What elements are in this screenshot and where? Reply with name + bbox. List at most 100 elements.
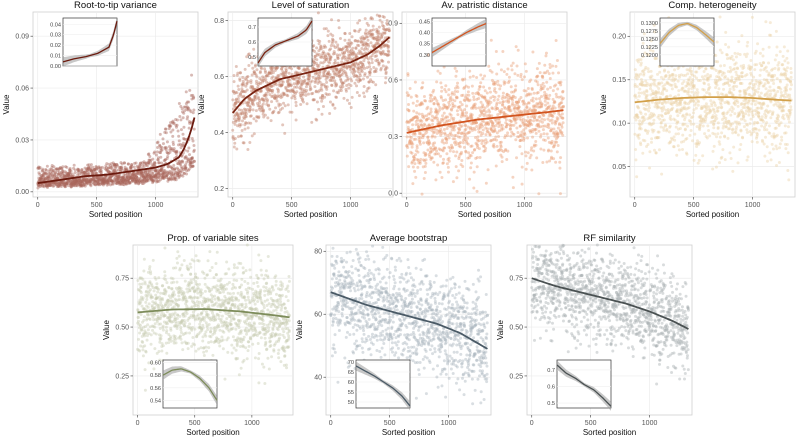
panel-title: Av. patristic distance: [441, 0, 527, 11]
data-point: [557, 71, 561, 75]
data-point: [358, 28, 362, 32]
y-tick-label: 0.3: [388, 134, 398, 141]
data-point: [716, 126, 720, 130]
data-point: [331, 38, 335, 42]
data-point: [375, 54, 379, 58]
data-point: [362, 85, 366, 89]
data-point: [734, 70, 738, 74]
data-point: [663, 68, 667, 72]
data-point: [517, 105, 521, 109]
data-point: [507, 75, 511, 79]
data-point: [147, 152, 151, 156]
data-point: [500, 107, 504, 111]
data-point: [248, 108, 252, 112]
data-point: [554, 83, 558, 87]
data-point: [735, 84, 739, 88]
data-point: [239, 123, 243, 127]
data-point: [151, 157, 155, 161]
data-point: [715, 83, 719, 87]
data-point: [501, 49, 505, 53]
data-point: [440, 85, 444, 89]
data-point: [258, 70, 262, 74]
data-point: [50, 166, 54, 170]
data-point: [558, 160, 562, 164]
data-point: [237, 88, 241, 92]
data-point: [686, 124, 690, 128]
data-point: [526, 136, 529, 140]
data-point: [724, 30, 728, 34]
data-point: [318, 39, 322, 43]
data-point: [462, 145, 466, 149]
data-point: [542, 113, 546, 117]
data-point: [353, 81, 357, 85]
data-point: [634, 158, 638, 162]
data-point: [485, 140, 489, 144]
data-point: [645, 93, 649, 97]
data-point: [520, 165, 524, 169]
data-point: [697, 100, 701, 104]
data-point: [338, 36, 342, 40]
data-point: [514, 45, 518, 49]
data-point: [438, 170, 442, 174]
data-point: [554, 160, 558, 164]
data-point: [691, 111, 695, 115]
data-point: [694, 153, 698, 157]
data-point: [346, 76, 350, 80]
data-point: [271, 75, 275, 79]
data-point: [515, 64, 519, 68]
data-point: [427, 117, 431, 121]
data-point: [750, 140, 754, 144]
data-point: [548, 76, 552, 80]
data-point: [50, 163, 54, 167]
data-point: [466, 90, 470, 94]
data-point: [524, 167, 528, 171]
data-point: [363, 66, 367, 70]
data-point: [551, 71, 555, 75]
data-point: [315, 118, 319, 122]
data-point: [527, 101, 531, 105]
data-point: [47, 175, 51, 179]
data-point: [499, 68, 503, 72]
data-point: [498, 87, 502, 91]
data-point: [192, 127, 196, 131]
data-point: [55, 183, 59, 187]
data-point: [299, 103, 303, 107]
data-point: [50, 173, 54, 177]
data-point: [677, 132, 681, 136]
data-point: [484, 181, 488, 185]
data-point: [36, 166, 40, 170]
data-point: [647, 70, 651, 74]
data-point: [664, 74, 668, 78]
data-point: [509, 85, 513, 89]
data-point: [703, 132, 707, 136]
data-point: [412, 109, 416, 113]
data-point: [344, 89, 348, 93]
x-tick-label: 0: [231, 202, 235, 209]
data-point: [409, 95, 413, 99]
data-point: [38, 165, 42, 169]
data-point: [540, 102, 544, 106]
data-point: [61, 170, 65, 173]
data-point: [49, 181, 53, 185]
data-point: [238, 115, 242, 119]
data-point: [274, 83, 278, 87]
data-point: [243, 67, 247, 71]
data-point: [422, 176, 426, 180]
data-point: [730, 54, 734, 58]
data-point: [458, 100, 462, 104]
data-point: [417, 126, 421, 130]
data-point: [657, 87, 661, 91]
data-point: [675, 108, 679, 112]
data-point: [520, 182, 524, 186]
data-point: [448, 118, 452, 122]
data-point: [49, 183, 53, 187]
data-point: [516, 130, 520, 134]
data-point: [637, 75, 641, 79]
data-point: [246, 147, 250, 151]
data-point: [350, 79, 354, 83]
data-point: [438, 106, 442, 110]
data-point: [385, 66, 389, 70]
data-point: [503, 81, 507, 85]
data-point: [190, 156, 194, 160]
